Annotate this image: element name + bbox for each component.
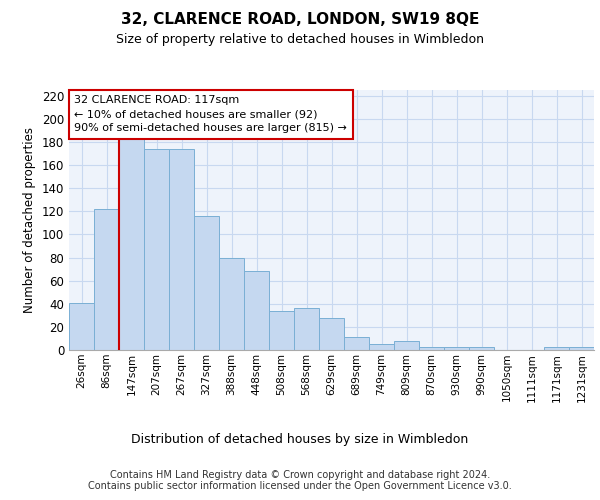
Bar [369,344,394,350]
Bar [194,216,219,350]
Bar [419,346,444,350]
Text: 32 CLARENCE ROAD: 117sqm
← 10% of detached houses are smaller (92)
90% of semi-d: 32 CLARENCE ROAD: 117sqm ← 10% of detach… [74,95,347,133]
Bar [269,310,294,350]
Bar [219,258,244,350]
Text: Size of property relative to detached houses in Wimbledon: Size of property relative to detached ho… [116,32,484,46]
Bar [394,341,419,350]
Bar [119,138,144,350]
Bar [444,346,469,350]
Bar [569,346,594,350]
Bar [94,209,119,350]
Y-axis label: Number of detached properties: Number of detached properties [23,127,36,313]
Bar [69,302,94,350]
Bar [169,149,194,350]
Text: 32, CLARENCE ROAD, LONDON, SW19 8QE: 32, CLARENCE ROAD, LONDON, SW19 8QE [121,12,479,28]
Bar [294,308,319,350]
Bar [344,338,369,350]
Text: Distribution of detached houses by size in Wimbledon: Distribution of detached houses by size … [131,432,469,446]
Bar [144,149,169,350]
Text: Contains HM Land Registry data © Crown copyright and database right 2024.: Contains HM Land Registry data © Crown c… [110,470,490,480]
Bar [544,346,569,350]
Bar [469,346,494,350]
Bar [319,318,344,350]
Text: Contains public sector information licensed under the Open Government Licence v3: Contains public sector information licen… [88,481,512,491]
Bar [244,272,269,350]
